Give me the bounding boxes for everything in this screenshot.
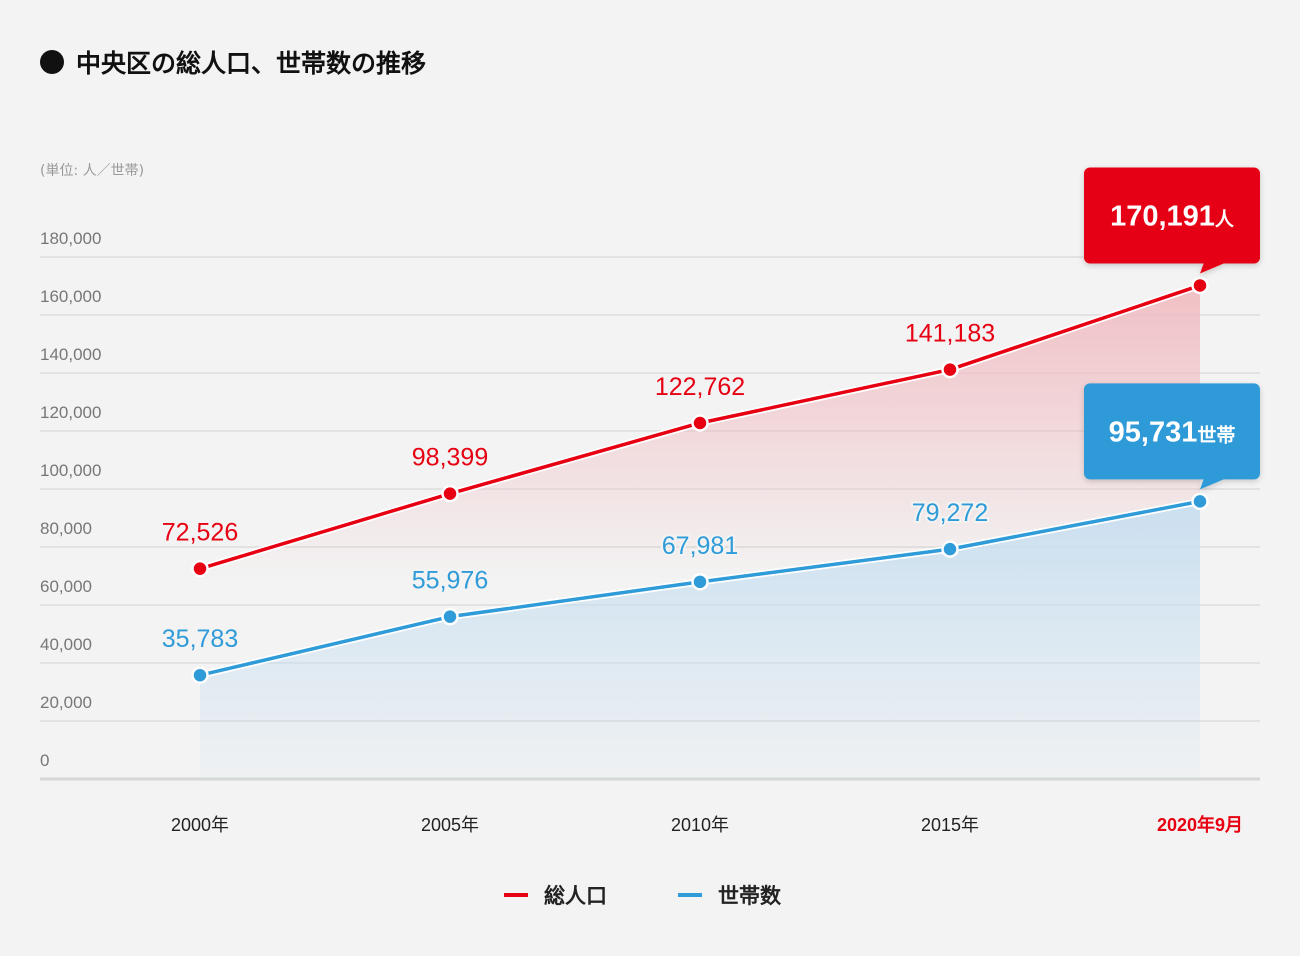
data-point-households xyxy=(441,607,459,626)
callout-box xyxy=(1084,167,1260,264)
legend-label-households: 世帯数 xyxy=(718,884,781,908)
chart-title: 中央区の総人口、世帯数の推移 xyxy=(40,44,426,80)
callout-population: 170,191人 xyxy=(1084,167,1260,274)
area-households xyxy=(200,501,1200,779)
legend-label-population: 総人口 xyxy=(544,884,607,908)
data-point-households xyxy=(1191,492,1209,511)
y-tick-label: 60,000 xyxy=(40,577,92,596)
y-tick-label: 80,000 xyxy=(40,519,92,538)
data-label-population: 98,399 xyxy=(412,444,488,472)
y-tick-label: 140,000 xyxy=(40,345,101,364)
x-tick-label: 2020年9月 xyxy=(1157,814,1243,835)
callout-text: 170,191人 xyxy=(1110,200,1235,232)
data-point-households xyxy=(691,573,709,591)
legend-item-population: 総人口 xyxy=(504,880,607,910)
data-point-population xyxy=(691,414,709,432)
data-label-population: 122,762 xyxy=(655,373,745,401)
data-point-households xyxy=(191,666,209,684)
unit-label: (単位: 人／世帯) xyxy=(40,163,145,179)
callout-pointer xyxy=(1200,478,1226,490)
data-point-population xyxy=(1191,276,1209,295)
x-tick-label: 2015年 xyxy=(921,815,979,835)
callout-value: 170,191 xyxy=(1110,200,1215,232)
legend-item-households: 世帯数 xyxy=(678,880,781,910)
data-point-population xyxy=(191,559,209,578)
chart-title-text: 中央区の総人口、世帯数の推移 xyxy=(76,49,427,78)
callout-box xyxy=(1084,383,1260,480)
data-label-households: 55,976 xyxy=(412,567,488,595)
data-label-households: 35,783 xyxy=(162,625,238,653)
y-tick-label: 100,000 xyxy=(40,461,101,480)
y-tick-label: 20,000 xyxy=(40,693,92,712)
data-point-households xyxy=(941,540,959,558)
callout-text: 95,731世帯 xyxy=(1109,416,1236,448)
y-tick-label: 40,000 xyxy=(40,635,92,654)
data-point-population xyxy=(441,484,459,503)
bullet-icon xyxy=(40,50,64,74)
data-point-population xyxy=(941,360,959,379)
data-label-population: 141,183 xyxy=(905,320,995,348)
data-label-households: 79,272 xyxy=(912,499,988,527)
callout-pointer xyxy=(1200,262,1226,274)
callout-households: 95,731世帯 xyxy=(1084,383,1260,490)
data-label-households: 67,981 xyxy=(662,532,738,560)
callout-unit: 人 xyxy=(1215,208,1235,230)
data-label-population: 72,526 xyxy=(162,519,238,547)
legend-swatch-households xyxy=(678,893,702,897)
y-tick-label: 180,000 xyxy=(40,229,101,248)
callout-value: 95,731 xyxy=(1109,416,1198,448)
x-tick-label: 2000年 xyxy=(171,815,229,835)
legend-swatch-population xyxy=(504,893,528,897)
x-tick-label: 2010年 xyxy=(671,815,729,835)
y-tick-label: 160,000 xyxy=(40,287,101,306)
y-tick-label: 0 xyxy=(40,751,49,770)
y-tick-label: 120,000 xyxy=(40,403,101,422)
x-tick-label: 2005年 xyxy=(421,815,479,835)
callout-unit: 世帯 xyxy=(1197,423,1235,446)
